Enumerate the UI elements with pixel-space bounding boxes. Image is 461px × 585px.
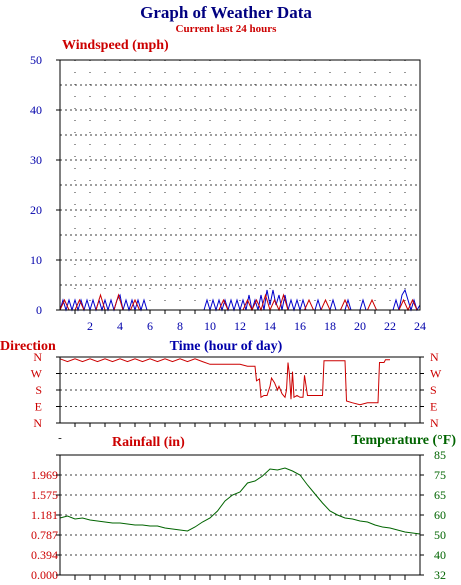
rain-temp-ticks: 0.000 0.394 0.787 1.181 1.575 1.969 32 40 50 60 65… [31,448,446,582]
rainfall-tick-label: 1.181 [31,508,58,522]
direction-left-tick-label: E [35,400,42,414]
time-tick-label: 24 [414,319,426,333]
rainfall-tick-label: 1.575 [31,488,58,502]
time-tick-label: 10 [204,319,216,333]
time-tick-label: 22 [384,319,396,333]
windspeed-y-tick-label: 50 [30,53,42,67]
page-title: Graph of Weather Data [140,3,312,22]
windspeed-y-tick-label: 0 [36,303,42,317]
direction-right-tick-label: N [430,350,439,364]
time-tick-label: 8 [177,319,183,333]
direction-left-tick-label: S [35,383,42,397]
time-tick-label: 6 [147,319,153,333]
windspeed-y-ticks: 0 10 20 30 40 50 [30,53,60,317]
time-tick-label: 4 [117,319,123,333]
time-axis-title: Time (hour of day) [170,339,283,354]
rainfall-tick-label: 1.969 [31,468,58,482]
temperature-axis-title: Temperature (°F) [351,433,456,448]
direction-axis-title: Direction [0,339,56,354]
temperature-tick-label: 32 [434,568,446,582]
time-tick-label: 14 [264,319,276,333]
direction-line [59,358,390,406]
direction-left-tick-label: W [31,367,43,381]
time-tick-label: 18 [324,319,336,333]
time-tick-label: 12 [234,319,246,333]
direction-right-tick-label: N [430,416,439,430]
rain-temp-grid [60,474,420,556]
rain-temp-series [59,467,421,535]
windspeed-axis-title: Windspeed (mph) [62,38,169,53]
temperature-tick-label: 85 [434,448,446,462]
temperature-tick-label: 40 [434,548,446,562]
temperature-tick-label: 65 [434,488,446,502]
direction-right-tick-label: E [430,400,437,414]
windspeed-grid [60,60,420,310]
time-tick-label: 16 [294,319,306,333]
windspeed-y-tick-label: 30 [30,153,42,167]
direction-left-tick-label: N [33,350,42,364]
direction-series [59,358,390,406]
rainfall-tick-label: 0.787 [31,528,58,542]
direction-grid [60,356,420,424]
direction-x-end-mark: - [58,432,62,444]
direction-right-tick-label: S [430,383,437,397]
windspeed-y-tick-label: 20 [30,203,42,217]
temperature-tick-label: 75 [434,468,446,482]
rainfall-tick-label: 0.394 [31,548,58,562]
rainfall-tick-label: 0.000 [31,568,58,582]
direction-left-tick-label: N [33,416,42,430]
rainfall-axis-title: Rainfall (in) [112,435,185,450]
windspeed-x-ticks: 2 4 6 8 10 12 14 16 18 20 22 24 [74,310,426,333]
temperature-tick-label: 60 [434,508,446,522]
page-subtitle: Current last 24 hours [176,23,278,35]
temperature-tick-label: 50 [434,528,446,542]
time-tick-label: 20 [354,319,366,333]
direction-right-tick-label: W [430,367,442,381]
windspeed-y-tick-label: 10 [30,253,42,267]
windspeed-y-tick-label: 40 [30,103,42,117]
temperature-line [59,467,421,535]
time-tick-label: 2 [87,319,93,333]
